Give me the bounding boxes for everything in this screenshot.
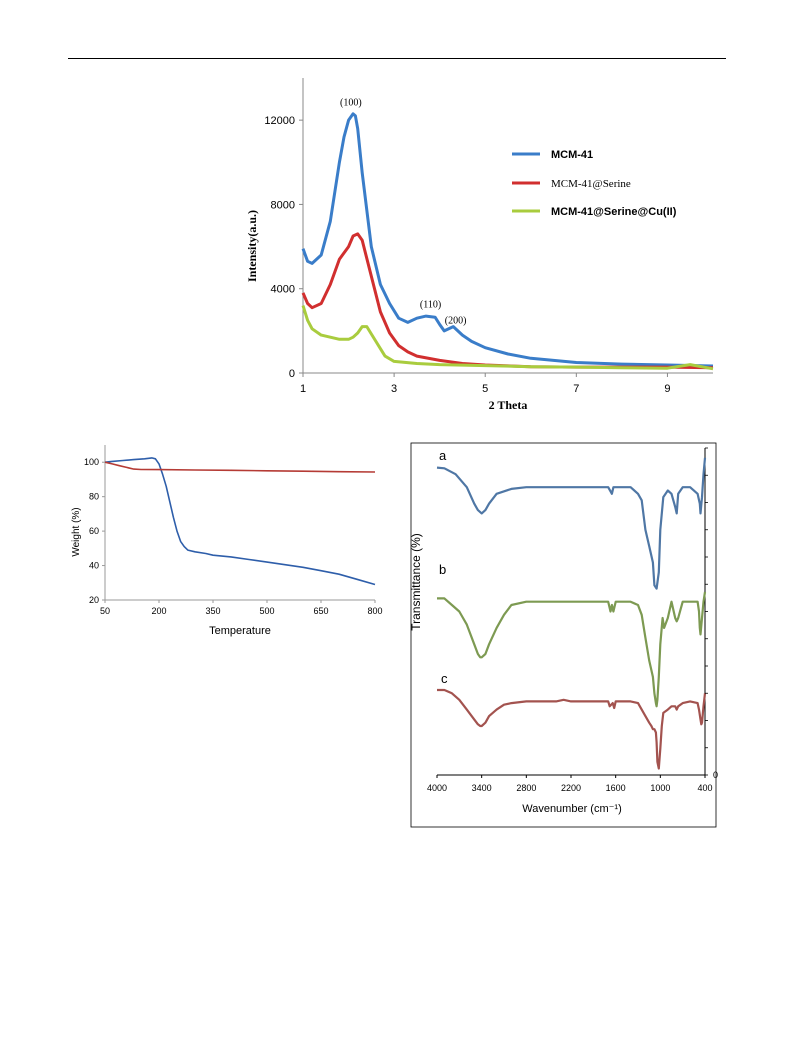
ftir-x-tick-label: 1000 bbox=[650, 783, 670, 793]
ftir-y-tick-label: 0 bbox=[713, 770, 718, 780]
tga-y-tick-label: 100 bbox=[84, 457, 99, 467]
tga-x-tick-label: 50 bbox=[100, 606, 110, 616]
xrd-chart: 1 3 5 7 9 0 4000 8000 12000 MCM-41 MCM-41@Serine M… bbox=[245, 78, 714, 412]
tga-y-tick-label: 60 bbox=[89, 526, 99, 536]
ftir-outer-border bbox=[410, 442, 717, 828]
ftir-series-line bbox=[437, 688, 707, 770]
xrd-legend-label: MCM-41 bbox=[551, 149, 593, 161]
ftir-spectrum-label: c bbox=[441, 671, 448, 686]
xrd-legend-label: MCM-41@Serine@Cu(II) bbox=[551, 206, 677, 218]
tga-series-line bbox=[104, 457, 376, 586]
xrd-y-tick-label: 0 bbox=[289, 368, 295, 380]
xrd-legend-label: MCM-41@Serine bbox=[551, 178, 631, 190]
xrd-x-tick-label: 3 bbox=[391, 383, 397, 395]
xrd-y-tick-label: 4000 bbox=[271, 284, 295, 296]
tga-x-tick-label: 800 bbox=[367, 606, 382, 616]
tga-x-tick-label: 650 bbox=[313, 606, 328, 616]
xrd-x-tick-label: 7 bbox=[573, 383, 579, 395]
ftir-x-tick-label: 1600 bbox=[606, 783, 626, 793]
tga-x-tick-label: 350 bbox=[205, 606, 220, 616]
ftir-x-tick-label: 2200 bbox=[561, 783, 581, 793]
tga-x-tick-label: 200 bbox=[151, 606, 166, 616]
tga-xlabel: Temperature bbox=[209, 625, 271, 637]
ftir-x-tick-label: 400 bbox=[697, 783, 712, 793]
xrd-peak-annotation: (110) bbox=[420, 300, 441, 311]
ftir-series-line bbox=[436, 457, 707, 590]
tga-x-tick-label: 500 bbox=[259, 606, 274, 616]
xrd-series-line bbox=[301, 112, 714, 368]
xrd-x-tick-label: 9 bbox=[664, 383, 670, 395]
ftir-spectrum-label: a bbox=[439, 448, 447, 463]
xrd-x-tick-label: 1 bbox=[300, 383, 306, 395]
xrd-xlabel: 2 Theta bbox=[489, 398, 528, 412]
tga-y-tick-label: 20 bbox=[89, 595, 99, 605]
xrd-peak-annotation: (200) bbox=[445, 315, 467, 326]
xrd-y-tick-label: 8000 bbox=[271, 199, 295, 211]
ftir-x-tick-label: 2800 bbox=[516, 783, 536, 793]
xrd-peak-annotation: (100) bbox=[340, 97, 362, 108]
tga-y-tick-label: 40 bbox=[89, 561, 99, 571]
ftir-x-tick-label: 4000 bbox=[427, 783, 447, 793]
xrd-y-tick-label: 12000 bbox=[264, 115, 295, 127]
xrd-ylabel: Intensity(a.u.) bbox=[245, 210, 259, 282]
ftir-ylabel: Transmittance (%) bbox=[409, 533, 423, 631]
ftir-series-line bbox=[437, 591, 707, 708]
xrd-x-tick-label: 5 bbox=[482, 383, 488, 395]
page-header-rule bbox=[68, 58, 726, 59]
tga-y-tick-label: 80 bbox=[89, 492, 99, 502]
ftir-xlabel: Wavenumber (cm⁻¹) bbox=[522, 803, 622, 815]
tga-series-line bbox=[104, 461, 376, 473]
tga-ylabel: Weight (%) bbox=[71, 507, 82, 556]
ftir-spectrum-label: b bbox=[439, 562, 446, 577]
xrd-series-line bbox=[301, 305, 714, 371]
ftir-x-tick-label: 3400 bbox=[472, 783, 492, 793]
